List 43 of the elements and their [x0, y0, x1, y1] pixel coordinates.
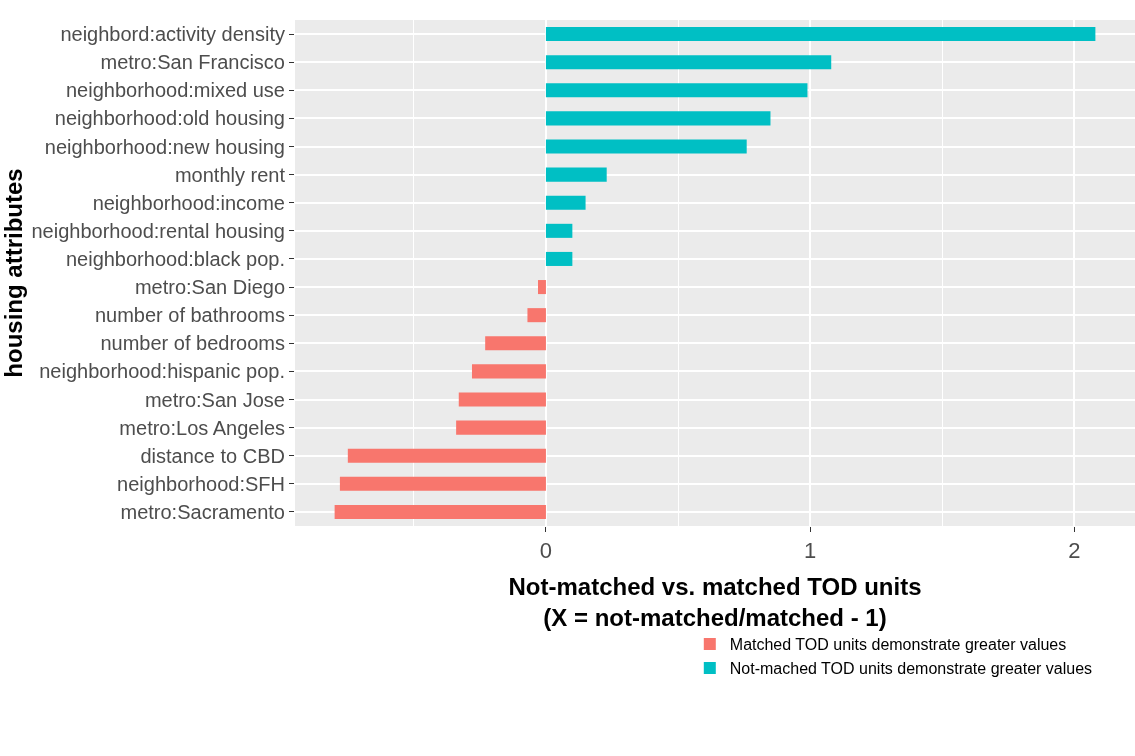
y-tick-label: neighborhood:income — [92, 191, 285, 214]
y-tick-label: neighborhood:black pop. — [65, 247, 285, 270]
y-tick-label: neighborhood:old housing — [54, 107, 285, 130]
y-tick-label: neighborhood:mixed use — [65, 79, 285, 102]
bar — [339, 476, 546, 491]
y-tick-label: neighborhood:SFH — [117, 472, 285, 495]
bar — [545, 111, 771, 126]
y-tick-label: neighborhood:new housing — [44, 135, 285, 158]
x-axis-title: Not-matched vs. matched TOD units (X = not-matched/matched - 1) — [508, 572, 922, 631]
bar — [456, 420, 546, 435]
bar — [471, 364, 546, 379]
x-tick-label: 2 — [1068, 538, 1081, 564]
bar — [538, 280, 546, 295]
bar — [527, 308, 546, 323]
legend-label: Not-mached TOD units demonstrate greater values — [729, 660, 1093, 678]
y-tick-label: metro:San Francisco — [100, 51, 285, 74]
y-tick-label: neighbord:activity density — [60, 23, 285, 46]
bar — [545, 139, 747, 154]
bar — [545, 223, 573, 238]
y-tick-label: metro:Sacramento — [120, 500, 285, 523]
bar — [545, 167, 607, 182]
bar — [545, 251, 573, 266]
bar — [545, 195, 586, 210]
y-tick-label: metro:San Diego — [134, 276, 285, 299]
bar — [485, 336, 546, 351]
legend-label: Matched TOD units demonstrate greater values — [729, 636, 1067, 654]
y-tick-label: neighborhood:hispanic pop. — [39, 360, 285, 383]
bar — [545, 55, 832, 70]
bar — [545, 27, 1096, 42]
x-tick-label: 0 — [539, 538, 553, 564]
y-tick-label: number of bathrooms — [94, 304, 285, 327]
y-tick-label: neighborhood:rental housing — [31, 219, 285, 242]
bar — [545, 83, 808, 98]
y-tick-label: metro:Los Angeles — [119, 416, 285, 439]
bar — [334, 504, 546, 519]
y-axis-title: housing attributes — [0, 168, 27, 378]
y-tick-label: distance to CBD — [140, 444, 285, 467]
bar — [347, 448, 546, 463]
bar — [458, 392, 546, 407]
x-tick-label: 1 — [803, 538, 817, 564]
y-tick-label: metro:San Jose — [144, 388, 285, 411]
y-tick-label: monthly rent — [174, 163, 286, 186]
y-tick-label: number of bedrooms — [100, 332, 285, 355]
